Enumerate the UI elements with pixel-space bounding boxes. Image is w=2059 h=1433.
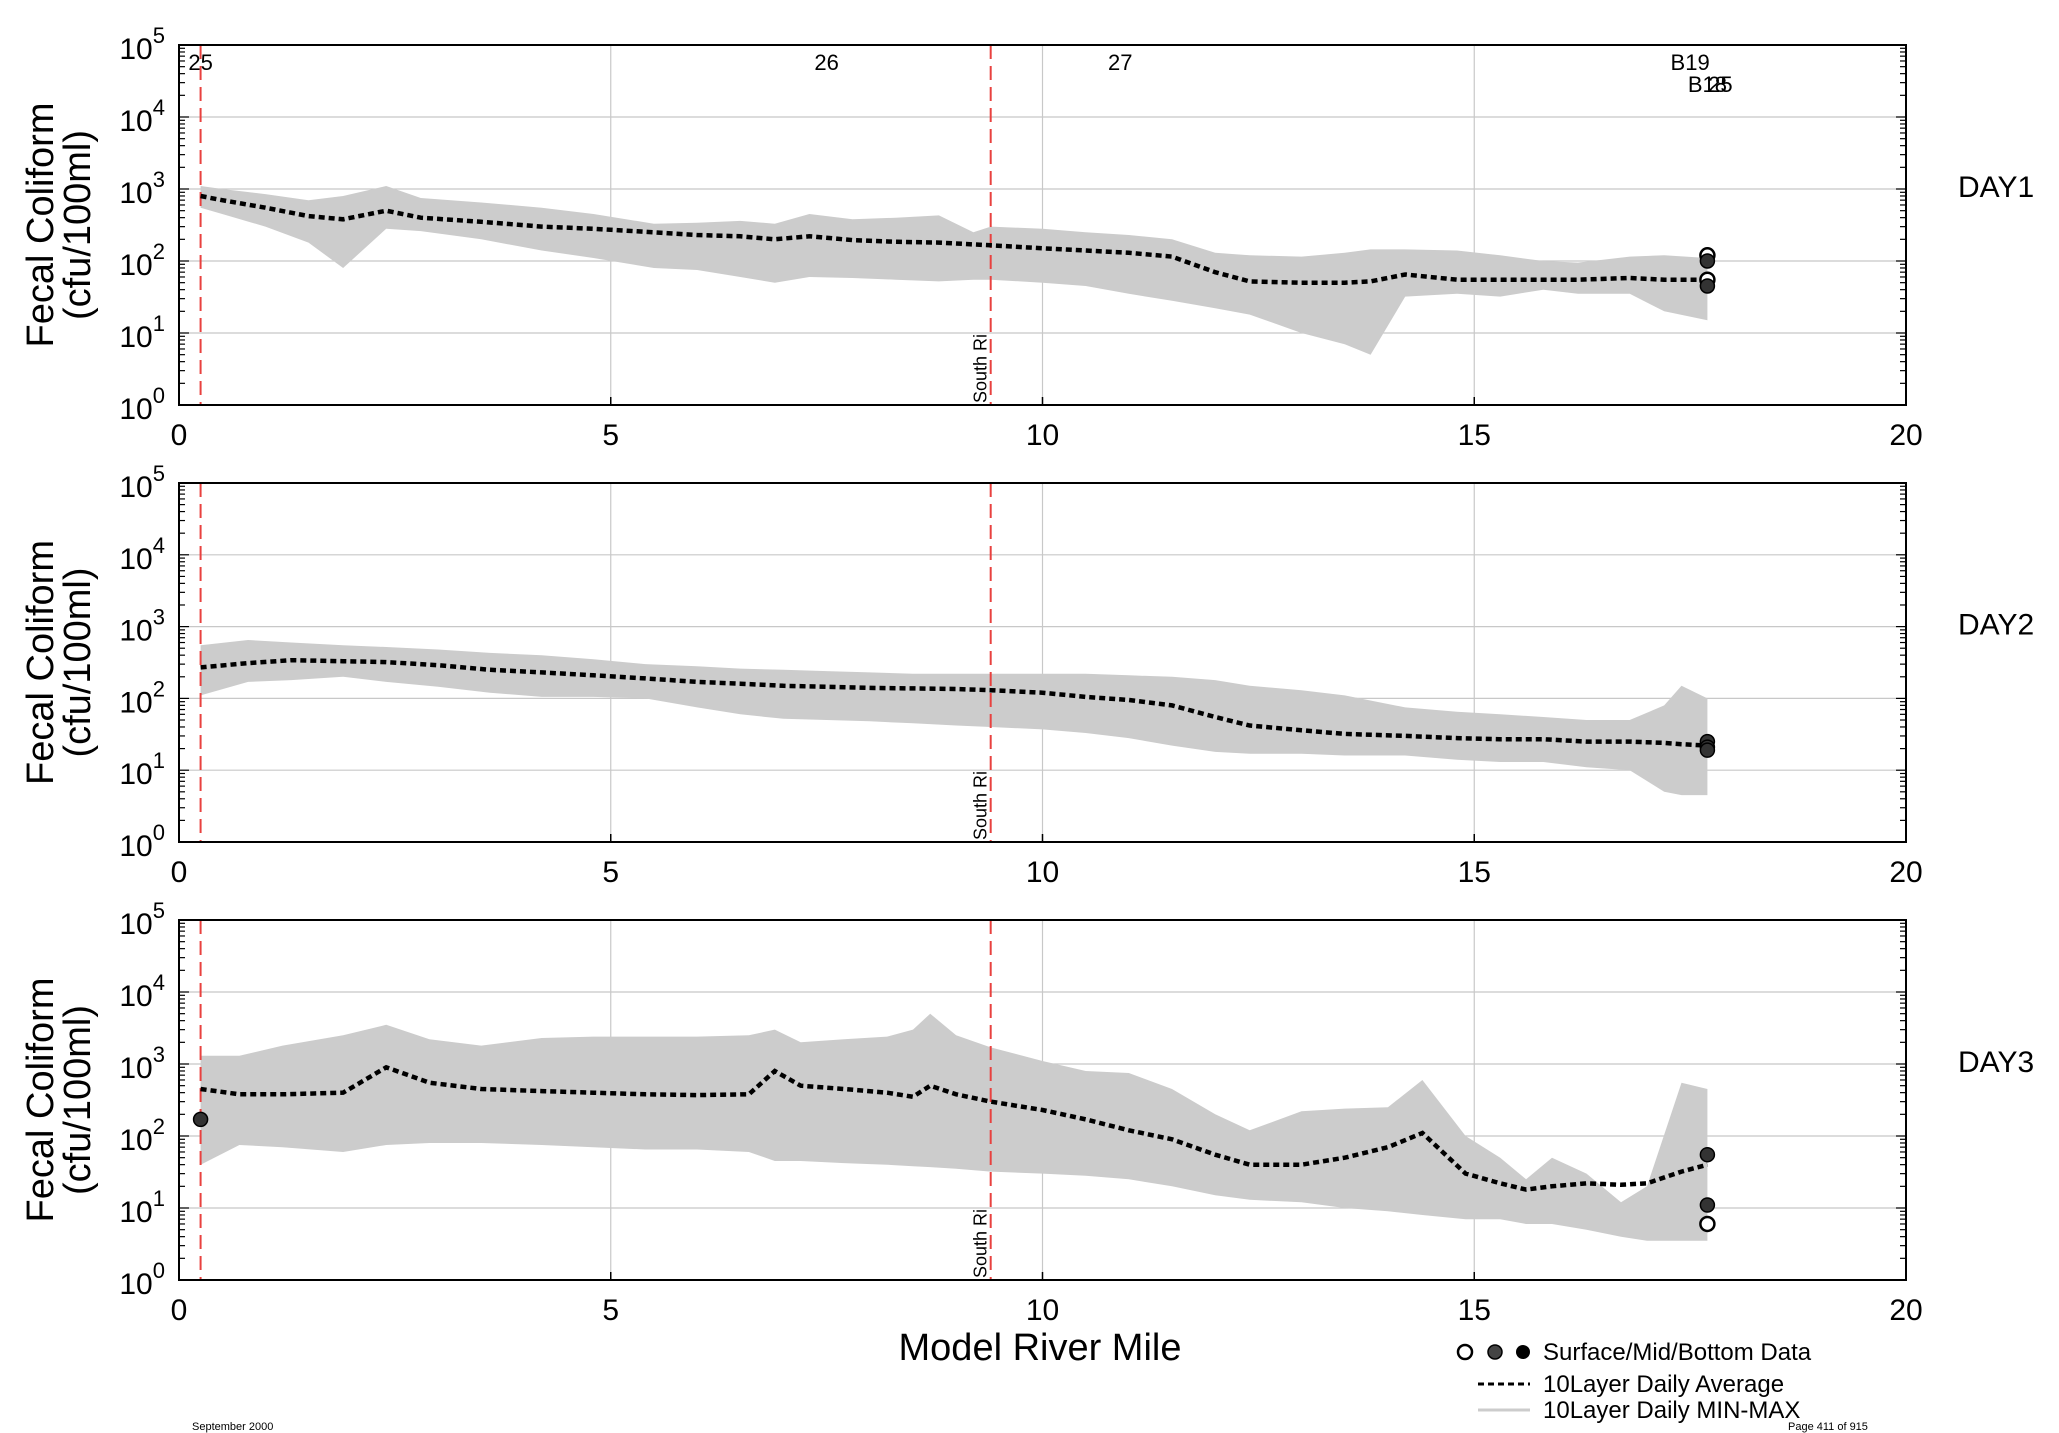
x-tick-label: 15 [1458,856,1491,889]
y-tick-label: 100 [119,1258,165,1301]
x-axis-title: Model River Mile [899,1327,1182,1369]
x-tick-label: 20 [1889,419,1922,452]
station-label: 26 [814,50,838,75]
panel-3: South Ri 100 101 102 103 104 105 0 5 10 15 20 Fecal … [20,898,2034,1327]
south-river-label: South Ri [971,334,991,403]
y-tick-label: 104 [119,970,165,1013]
plot-content [199,483,1708,842]
x-tick-label: 10 [1026,856,1059,889]
y-axis-title-line1: Fecal Coliform [20,540,62,785]
x-tick-label: 0 [171,419,188,452]
south-river-label: South Ri [971,771,991,840]
minmax-band [200,1013,1708,1241]
x-tick-label: 10 [1026,1294,1059,1327]
legend-marker-surface [1456,1343,1474,1361]
y-axis-title-line2: (cfu/100ml) [57,130,99,320]
south-river-label: South Ri [971,1209,991,1278]
minmax-band [200,640,1708,796]
station-label: 25 [1708,72,1732,97]
y-axis-title-line2: (cfu/100ml) [57,1005,99,1195]
y-tick-label: 102 [119,1114,165,1157]
legend-data-label: Surface/Mid/Bottom Data [1543,1339,1812,1366]
y-tick-label: 101 [119,1186,165,1229]
legend-marker-mid [1487,1344,1503,1360]
x-tick-label: 15 [1458,419,1491,452]
station-label: 25 [188,50,212,75]
panel-label: DAY1 [1958,171,2034,204]
data-point [1699,278,1716,294]
data-point [1699,253,1716,269]
x-tick-label: 0 [171,1294,188,1327]
y-tick-label: 105 [119,23,165,66]
y-tick-label: 104 [119,533,165,576]
data-point [192,1111,209,1128]
x-tick-label: 15 [1458,1294,1491,1327]
daily-average-line [200,657,1708,748]
y-tick-label: 102 [119,676,165,719]
panel-2: South Ri 100 101 102 103 104 105 0 5 10 15 20 Fecal … [20,461,2034,889]
x-tick-label: 0 [171,856,188,889]
panel-label: DAY3 [1958,1046,2034,1079]
station-label: 27 [1108,50,1132,75]
y-tick-label: 100 [119,383,165,426]
x-tick-label: 20 [1889,1294,1922,1327]
y-tick-label: 105 [119,461,165,504]
y-tick-label: 100 [119,820,165,863]
y-axis-title-line1: Fecal Coliform [20,103,62,348]
legend-minmax-label: 10Layer Daily MIN-MAX [1543,1397,1800,1424]
y-tick-label: 101 [119,311,165,354]
y-tick-label: 103 [119,605,165,648]
data-point [1699,1146,1716,1163]
y-axis-title-line2: (cfu/100ml) [57,567,99,757]
y-tick-label: 104 [119,95,165,138]
plot-content [199,45,1708,405]
data-point [1699,1215,1716,1233]
station-label: B19 [1671,50,1710,75]
y-tick-label: 103 [119,167,165,210]
daily-average-line [200,1064,1708,1192]
daily-average-line [200,193,1708,285]
legend: Surface/Mid/Bottom Data 10Layer Daily Av… [1456,1339,1812,1424]
footer-right: Page 411 of 915 [1788,1421,1868,1433]
x-tick-label: 10 [1026,419,1059,452]
y-axis-title-line1: Fecal Coliform [20,978,62,1223]
footer-left: September 2000 [192,1421,274,1433]
station-label: B18 [1688,72,1727,97]
data-point [1699,1197,1716,1213]
data-point [1699,742,1716,758]
x-tick-label: 5 [602,419,619,452]
y-tick-label: 102 [119,239,165,282]
y-tick-label: 105 [119,898,165,941]
x-tick-label: 5 [602,1294,619,1327]
plot-content [199,920,1708,1280]
x-tick-label: 5 [602,856,619,889]
x-tick-label: 20 [1889,856,1922,889]
legend-avg-label: 10Layer Daily Average [1543,1371,1784,1398]
y-tick-label: 103 [119,1042,165,1085]
legend-marker-bottom [1516,1345,1530,1359]
y-tick-label: 101 [119,748,165,791]
panel-label: DAY2 [1958,609,2034,642]
